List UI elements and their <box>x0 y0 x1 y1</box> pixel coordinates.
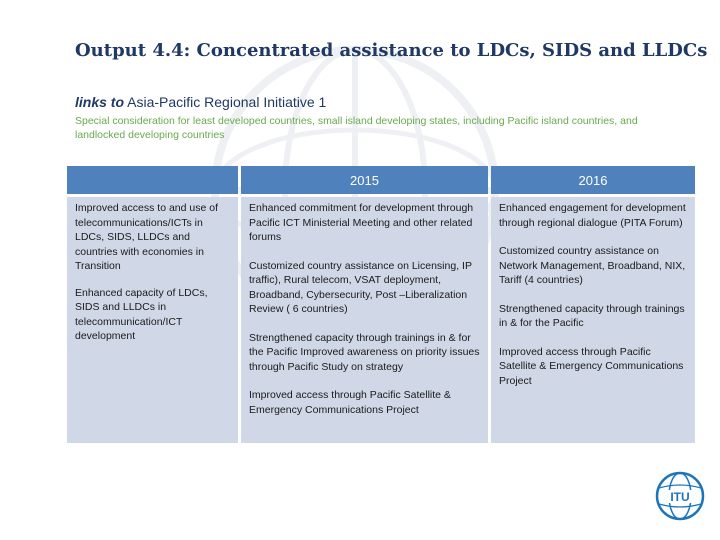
table-header-2016: 2016 <box>491 166 695 194</box>
table-cell: Customized country assistance on Network… <box>499 245 686 286</box>
page-title: Output 4.4: Concentrated assistance to L… <box>75 40 708 61</box>
table-cell: Enhanced engagement for development thro… <box>499 202 686 229</box>
links-initiative: Asia-Pacific Regional Initiative 1 <box>127 94 327 110</box>
table-column-2015: Enhanced commitment for development thro… <box>241 197 488 443</box>
links-lead: links to <box>75 94 125 110</box>
table-cell: Improved access to and use of telecommun… <box>75 202 218 272</box>
table-cell: Customized country assistance on Licensi… <box>249 259 472 316</box>
table-cell: Strengthened capacity through trainings … <box>499 302 685 330</box>
table-cell: Improved access through Pacific Satellit… <box>249 389 451 416</box>
special-consideration-text: Special consideration for least develope… <box>75 115 638 141</box>
table-cell: Enhanced capacity of LDCs, SIDS and LLDC… <box>75 286 208 343</box>
links-line: links to Asia-Pacific Regional Initiativ… <box>75 94 326 110</box>
table-cell: Strengthened capacity through trainings … <box>249 331 480 373</box>
table-header-2015: 2015 <box>241 166 488 194</box>
table-header-empty <box>67 166 238 194</box>
logo-text: ITU <box>670 490 689 504</box>
table-column-2016: Enhanced engagement for development thro… <box>491 197 695 443</box>
table-column-outcomes: Improved access to and use of telecommun… <box>67 197 238 443</box>
itu-logo-icon: ITU <box>655 471 705 521</box>
table-cell: Enhanced commitment for development thro… <box>249 202 474 243</box>
table-cell: Improved access through Pacific Satellit… <box>499 345 684 387</box>
assistance-table: 2015 2016 Improved access to and use of … <box>67 166 695 443</box>
